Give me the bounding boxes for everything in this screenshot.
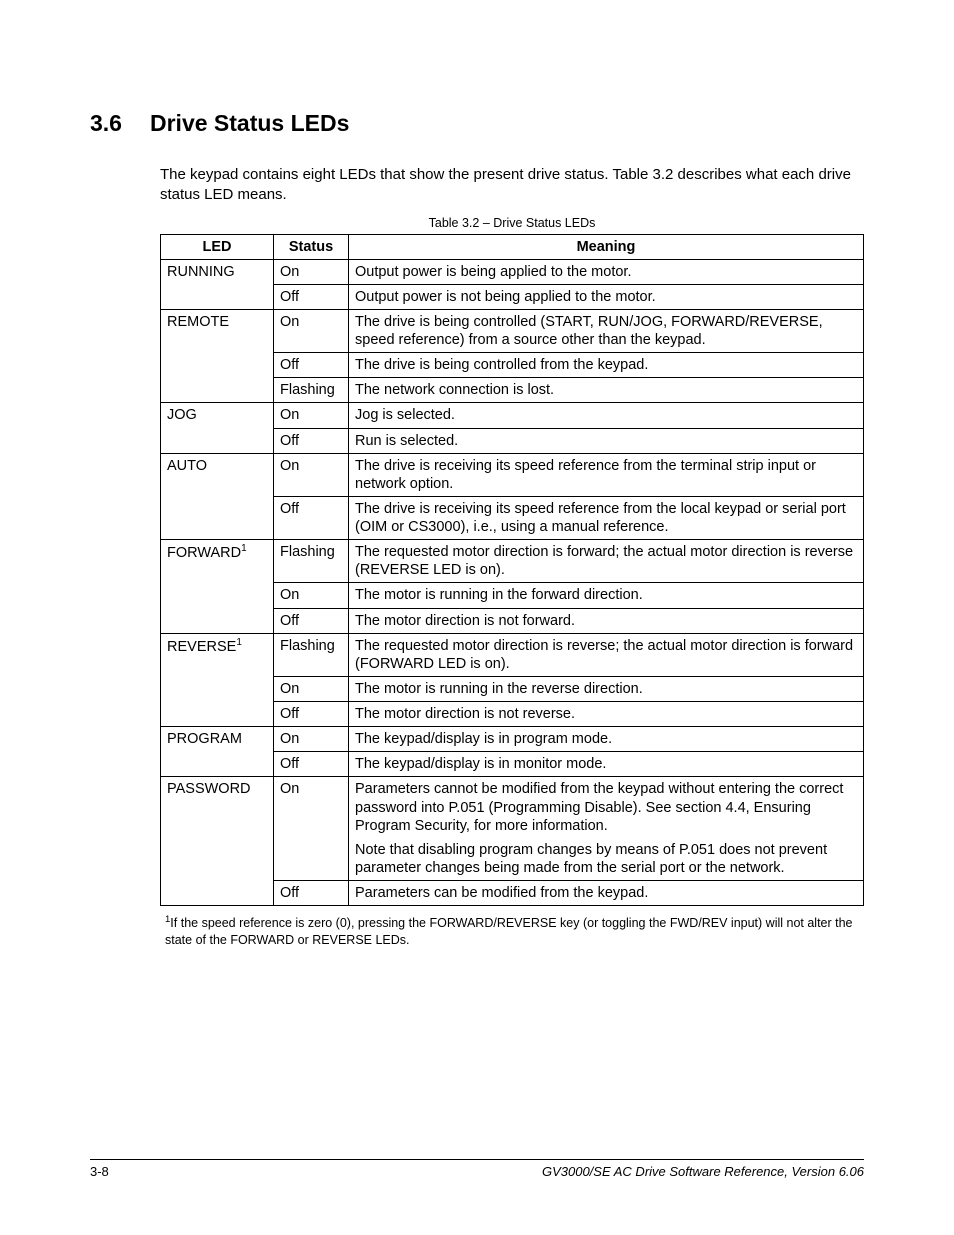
table-row: JOGOnJog is selected. <box>161 403 864 428</box>
status-cell: Off <box>274 881 349 906</box>
footnote-text: If the speed reference is zero (0), pres… <box>165 916 853 946</box>
status-cell: On <box>274 309 349 352</box>
led-name-cell: REVERSE1 <box>161 633 274 727</box>
status-cell: On <box>274 777 349 881</box>
footnote: 1If the speed reference is zero (0), pre… <box>90 914 864 948</box>
status-cell: On <box>274 727 349 752</box>
meaning-cell: Jog is selected. <box>349 403 864 428</box>
table-row: AUTOOnThe drive is receiving its speed r… <box>161 453 864 496</box>
table-row: FORWARD1FlashingThe requested motor dire… <box>161 540 864 583</box>
status-cell: Off <box>274 752 349 777</box>
meaning-cell: The drive is being controlled (START, RU… <box>349 309 864 352</box>
led-superscript: 1 <box>241 543 247 554</box>
status-cell: Off <box>274 428 349 453</box>
status-cell: Off <box>274 496 349 539</box>
table-header-row: LED Status Meaning <box>161 234 864 259</box>
led-name-cell: REMOTE <box>161 309 274 403</box>
table-caption: Table 3.2 – Drive Status LEDs <box>90 216 864 230</box>
section-heading: 3.6 Drive Status LEDs <box>90 110 864 137</box>
meaning-cell: The keypad/display is in monitor mode. <box>349 752 864 777</box>
status-cell: Off <box>274 353 349 378</box>
status-cell: Flashing <box>274 378 349 403</box>
status-cell: Flashing <box>274 540 349 583</box>
led-name-cell: RUNNING <box>161 259 274 309</box>
table-row: RUNNINGOnOutput power is being applied t… <box>161 259 864 284</box>
led-name-cell: PROGRAM <box>161 727 274 777</box>
col-header-meaning: Meaning <box>349 234 864 259</box>
meaning-cell: Output power is being applied to the mot… <box>349 259 864 284</box>
status-cell: On <box>274 403 349 428</box>
status-cell: On <box>274 453 349 496</box>
status-cell: Off <box>274 702 349 727</box>
intro-paragraph: The keypad contains eight LEDs that show… <box>90 165 864 206</box>
status-cell: Off <box>274 608 349 633</box>
meaning-cell: The motor direction is not forward. <box>349 608 864 633</box>
page-number: 3-8 <box>90 1164 109 1179</box>
led-name-cell: JOG <box>161 403 274 453</box>
led-name-cell: FORWARD1 <box>161 540 274 634</box>
led-name-cell: AUTO <box>161 453 274 540</box>
meaning-cell: The network connection is lost. <box>349 378 864 403</box>
drive-status-leds-table: LED Status Meaning RUNNINGOnOutput power… <box>160 234 864 907</box>
meaning-cell: The keypad/display is in program mode. <box>349 727 864 752</box>
table-row: PROGRAMOnThe keypad/display is in progra… <box>161 727 864 752</box>
meaning-cell: Parameters can be modified from the keyp… <box>349 881 864 906</box>
table-row: PASSWORDOnParameters cannot be modified … <box>161 777 864 881</box>
page-footer: 3-8 GV3000/SE AC Drive Software Referenc… <box>90 1159 864 1179</box>
status-cell: Flashing <box>274 633 349 676</box>
meaning-cell: Run is selected. <box>349 428 864 453</box>
col-header-led: LED <box>161 234 274 259</box>
col-header-status: Status <box>274 234 349 259</box>
meaning-cell: The drive is receiving its speed referen… <box>349 496 864 539</box>
meaning-cell: The requested motor direction is reverse… <box>349 633 864 676</box>
status-cell: On <box>274 676 349 701</box>
table-row: REVERSE1FlashingThe requested motor dire… <box>161 633 864 676</box>
meaning-cell: The motor is running in the reverse dire… <box>349 676 864 701</box>
status-cell: Off <box>274 284 349 309</box>
meaning-cell: The requested motor direction is forward… <box>349 540 864 583</box>
meaning-cell: The drive is receiving its speed referen… <box>349 453 864 496</box>
status-cell: On <box>274 259 349 284</box>
meaning-cell: Output power is not being applied to the… <box>349 284 864 309</box>
document-title: GV3000/SE AC Drive Software Reference, V… <box>542 1164 864 1179</box>
section-title: Drive Status LEDs <box>150 110 349 137</box>
meaning-cell: The motor is running in the forward dire… <box>349 583 864 608</box>
led-superscript: 1 <box>236 637 242 648</box>
meaning-note: Note that disabling program changes by m… <box>355 841 857 877</box>
meaning-cell: The motor direction is not reverse. <box>349 702 864 727</box>
table-row: REMOTEOnThe drive is being controlled (S… <box>161 309 864 352</box>
meaning-cell: Parameters cannot be modified from the k… <box>349 777 864 881</box>
meaning-cell: The drive is being controlled from the k… <box>349 353 864 378</box>
led-name-cell: PASSWORD <box>161 777 274 906</box>
status-cell: On <box>274 583 349 608</box>
section-number: 3.6 <box>90 110 150 137</box>
